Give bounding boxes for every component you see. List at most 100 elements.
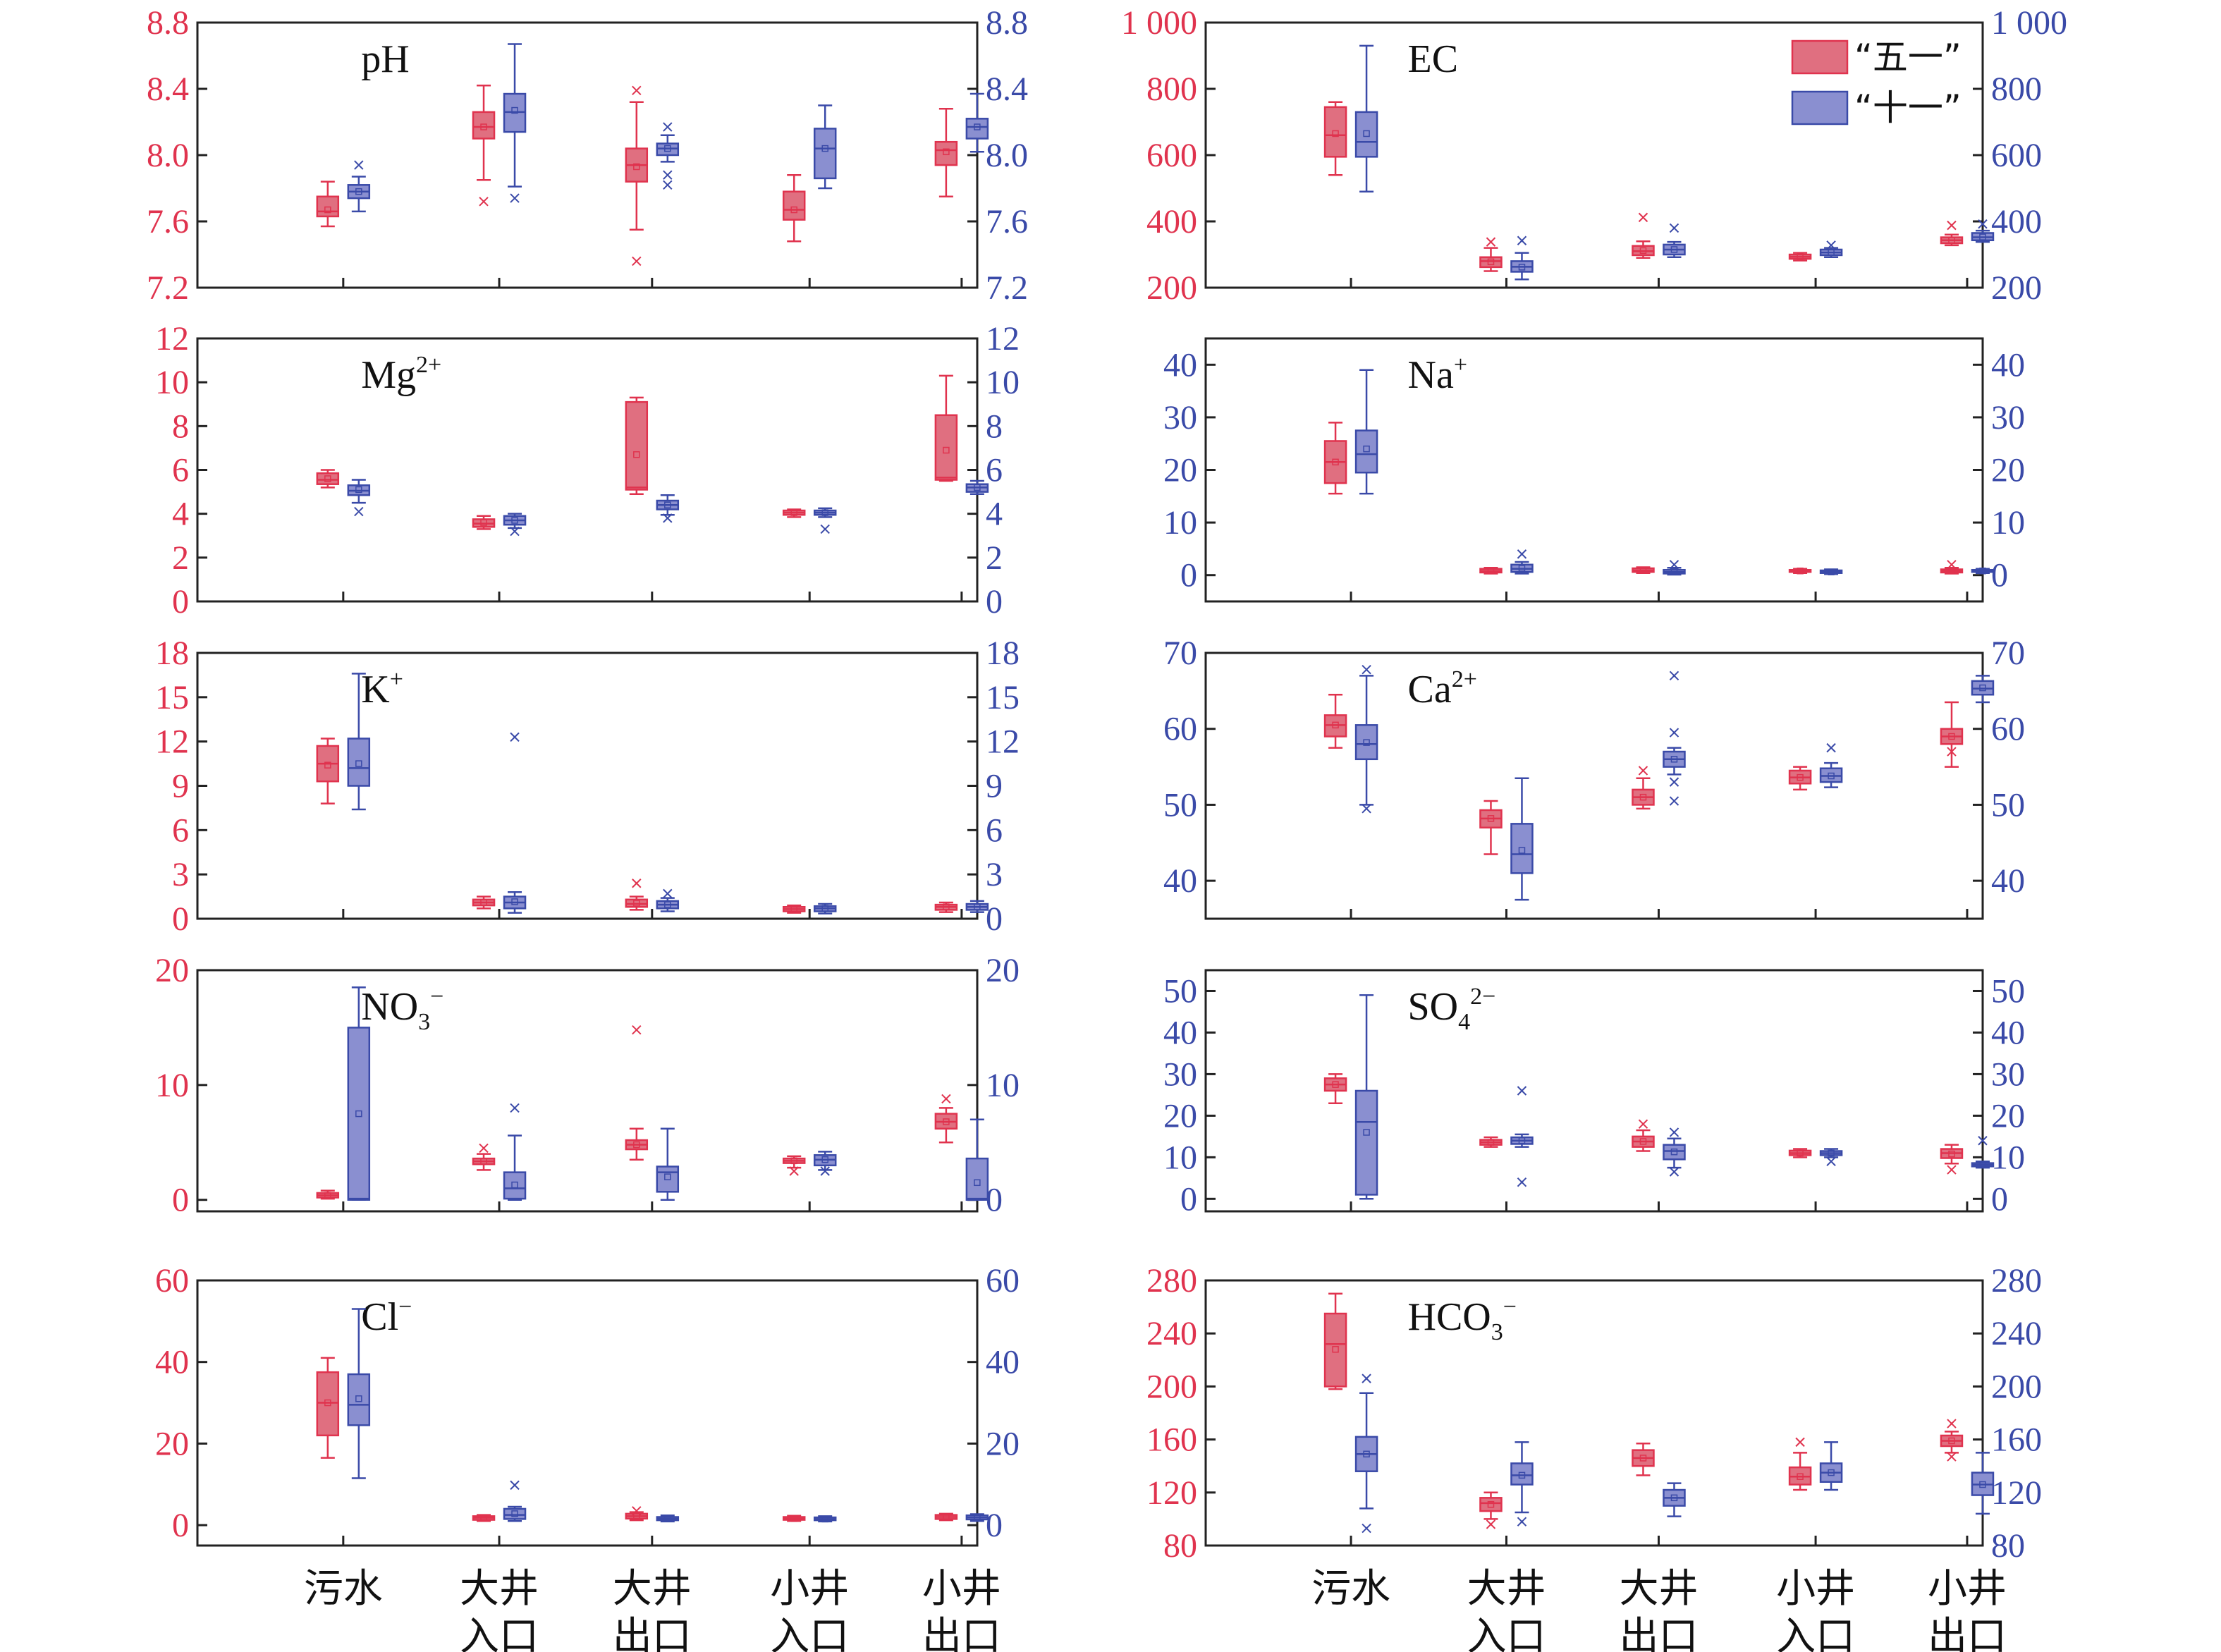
y-tick-label-left: 20 <box>1163 1097 1197 1134</box>
box-mean <box>1363 1129 1370 1136</box>
y-tick-label-left: 40 <box>1163 346 1197 384</box>
y-tick-label-left: 8.8 <box>147 4 189 42</box>
box-oct <box>965 1118 989 1201</box>
outlier-stroke <box>510 1103 520 1113</box>
y-tick-label-right: 0 <box>986 1507 1003 1544</box>
outlier-stroke <box>1517 1517 1527 1526</box>
y-tick-label-left: 3 <box>172 856 189 893</box>
y-tick-label-left: 60 <box>155 1262 189 1299</box>
box-oct <box>1819 742 1843 788</box>
panel-cl: 0 0 20 20 40 40 60 60 Cl− <box>155 1262 1020 1547</box>
outlier-stroke <box>941 1094 951 1104</box>
outlier <box>1669 1127 1679 1137</box>
box-mean <box>1518 1471 1526 1479</box>
box-mean <box>974 903 981 910</box>
outlier-stroke <box>663 888 673 899</box>
box-oct <box>347 479 371 517</box>
box-mean <box>1670 756 1678 763</box>
outlier <box>1826 240 1836 250</box>
box-body <box>347 1027 371 1201</box>
box-mean <box>511 517 518 524</box>
box-oct <box>1510 235 1534 281</box>
box-mean <box>790 206 797 214</box>
outlier <box>479 1143 489 1154</box>
box-body <box>503 1171 527 1200</box>
box-mean <box>1639 1138 1647 1145</box>
box-mean <box>664 501 671 508</box>
outlier-stroke <box>510 526 520 537</box>
outlier-stroke <box>1362 664 1371 675</box>
box-mean <box>1332 1081 1339 1088</box>
x-category-label: 出口 <box>613 1614 692 1652</box>
y-tick-label-left: 10 <box>155 1067 189 1104</box>
y-tick-label-left: 10 <box>155 364 189 401</box>
box-may <box>472 1514 496 1522</box>
box-mean <box>790 1515 797 1522</box>
y-tick-label-right: 50 <box>1991 786 2025 824</box>
panel-title: Cl− <box>361 1294 412 1339</box>
outlier <box>1517 549 1527 559</box>
outlier-stroke <box>1638 766 1648 776</box>
outlier <box>354 506 364 517</box>
box-mean <box>664 145 671 152</box>
x-category-label: 大井 <box>613 1566 692 1612</box>
outlier <box>1486 237 1496 247</box>
y-tick-label-left: 12 <box>155 320 189 357</box>
y-tick-label-left: 1 000 <box>1121 4 1197 42</box>
box-mean <box>974 1514 981 1521</box>
box-mean <box>664 1515 671 1522</box>
box-may <box>1788 1437 1812 1491</box>
box-mean <box>480 123 487 130</box>
outlier-stroke <box>510 1480 520 1491</box>
outlier <box>510 526 520 537</box>
box-mean <box>324 475 331 482</box>
x-category-label: 大井 <box>460 1566 539 1612</box>
box-may <box>1788 1148 1812 1158</box>
box-mean <box>1828 249 1835 256</box>
box-oct <box>965 92 989 153</box>
y-tick-label-right: 6 <box>986 812 1003 849</box>
outlier-stroke <box>354 160 364 170</box>
y-tick-label-right: 60 <box>1991 711 2025 748</box>
box-body <box>782 190 806 221</box>
outlier <box>1826 1156 1836 1166</box>
outlier-stroke <box>1947 1165 1957 1175</box>
outlier <box>632 85 642 96</box>
box-mean <box>1487 1500 1495 1508</box>
x-category-label: 入口 <box>1776 1614 1855 1652</box>
box-body <box>813 128 837 180</box>
box-mean <box>821 1515 828 1523</box>
box-mean <box>324 1192 331 1199</box>
outlier <box>789 1166 799 1176</box>
box-may <box>1323 693 1347 749</box>
box-oct <box>1971 567 1995 575</box>
y-tick-label-right: 10 <box>986 1067 1020 1104</box>
outlier-stroke <box>1669 560 1679 570</box>
box-mean <box>1979 567 1986 575</box>
box-may <box>1479 567 1503 575</box>
y-tick-label-left: 30 <box>1163 1056 1197 1093</box>
box-may <box>472 1143 496 1171</box>
box-may <box>316 738 340 804</box>
outlier <box>1669 777 1679 787</box>
outlier-stroke <box>479 197 489 207</box>
box-may <box>625 396 649 495</box>
outlier <box>1362 1523 1371 1534</box>
box-mean <box>1639 247 1647 255</box>
y-tick-label-right: 9 <box>986 768 1003 805</box>
outlier <box>510 732 520 742</box>
y-tick-label-left: 10 <box>1163 504 1197 542</box>
outlier-stroke <box>1947 220 1957 231</box>
box-oct <box>347 986 371 1201</box>
box-may <box>1632 212 1655 259</box>
y-tick-label-left: 6 <box>172 452 189 489</box>
y-tick-label-left: 20 <box>155 1425 189 1462</box>
box-mean <box>1670 568 1678 575</box>
box-body <box>347 1373 371 1426</box>
plot-frame <box>196 1279 979 1547</box>
x-category-label: 小井 <box>1776 1566 1855 1612</box>
outlier <box>1517 1177 1527 1187</box>
y-tick-label-right: 2 <box>986 539 1003 577</box>
panel-title: pH <box>361 37 409 81</box>
outlier <box>1669 671 1679 681</box>
